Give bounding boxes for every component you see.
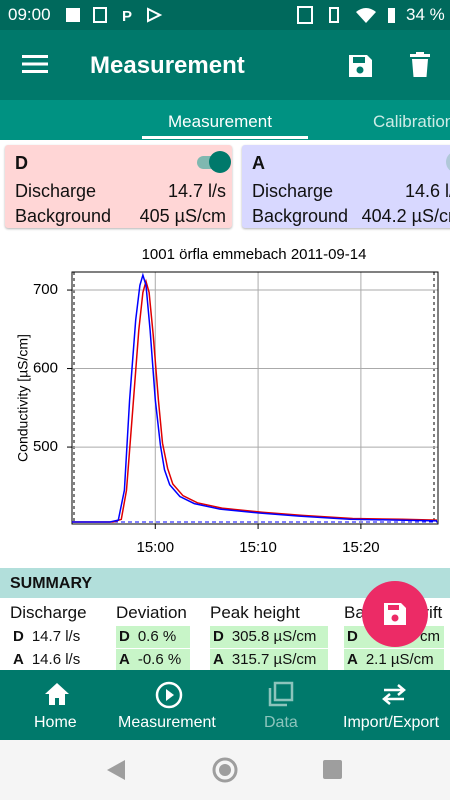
nav-item[interactable]: Data xyxy=(264,714,298,731)
card-row: Background 405 µS/cm xyxy=(15,206,226,228)
series-line xyxy=(72,278,438,523)
card-label: A xyxy=(252,153,265,173)
import-export-icon xyxy=(382,684,406,705)
summary-cell: D 305.8 µS/cm xyxy=(210,626,328,648)
column-header: Deviation xyxy=(116,603,187,622)
battery: 34 % xyxy=(406,5,445,24)
tab-indicator xyxy=(142,136,308,139)
cell-value: 305.8 µS/cm xyxy=(231,628,317,645)
svg-text:P: P xyxy=(122,8,132,23)
row-name: Discharge xyxy=(252,181,334,201)
row-value: 14.6 l/s xyxy=(404,181,450,201)
system-icons xyxy=(297,6,395,24)
summary-cell: D 0.6 % xyxy=(116,626,190,648)
cell-value: cm xyxy=(420,628,440,645)
card[interactable]: A Discharge 14.6 l/s Background 404.2 µS/c… xyxy=(242,145,450,228)
row-name: Discharge xyxy=(15,181,97,201)
app-title: Measurement xyxy=(90,52,245,79)
cell-value: -0.6 % xyxy=(137,651,182,668)
tab[interactable]: Calibration xyxy=(373,112,450,131)
x-tick-label: 15:10 xyxy=(239,539,277,556)
row-label: A xyxy=(13,651,24,668)
delete-button[interactable] xyxy=(409,52,431,78)
system-nav xyxy=(0,740,450,800)
row-value: 14.7 l/s xyxy=(167,181,226,201)
column-header: Peak height xyxy=(210,603,300,622)
column-header: Discharge xyxy=(10,603,87,622)
card-row: Discharge 14.7 l/s xyxy=(15,181,226,205)
x-tick-label: 15:20 xyxy=(342,539,380,556)
toggle[interactable] xyxy=(432,149,450,175)
data-icon xyxy=(268,681,294,707)
y-tick-label: 500 xyxy=(33,438,58,455)
nav-item[interactable]: Home xyxy=(34,714,77,731)
cell-value: 315.7 µS/cm xyxy=(231,651,317,668)
y-tick-label: 600 xyxy=(33,360,58,377)
tab[interactable]: Measurement xyxy=(168,112,272,131)
row-name: Background xyxy=(252,206,349,226)
summary-title: SUMMARY xyxy=(10,575,93,592)
series-line xyxy=(72,272,438,523)
home-icon xyxy=(45,683,69,705)
card-label: D xyxy=(15,153,28,173)
play-icon xyxy=(155,681,183,709)
plot-frame xyxy=(71,271,439,525)
system-nav-buttons xyxy=(107,757,342,783)
y-tick-label: 700 xyxy=(33,281,58,298)
home-button[interactable] xyxy=(212,757,238,783)
card-row: Background 404.2 µS/cm xyxy=(252,206,450,228)
nav-item[interactable]: Measurement xyxy=(118,714,216,731)
row-label: A xyxy=(119,651,130,668)
time: 09:00 xyxy=(8,5,51,24)
back-button[interactable] xyxy=(107,760,125,780)
home-dot xyxy=(219,764,231,776)
toggle[interactable] xyxy=(195,149,232,175)
chart: 1001 örfla emmebach 2011-09-14 Conductiv… xyxy=(15,246,439,556)
menu-button[interactable] xyxy=(22,54,48,74)
summary-cell: A -0.6 % xyxy=(116,649,190,671)
row-name: Background xyxy=(15,206,112,226)
cell-value: 14.6 l/s xyxy=(31,651,81,668)
card[interactable]: D Discharge 14.7 l/s Background 405 µS/cm xyxy=(5,145,232,228)
summary-cell: A 14.6 l/s xyxy=(10,649,106,671)
save-button[interactable] xyxy=(347,53,373,79)
row-label: D xyxy=(347,628,358,645)
summary-cell: A 2.1 µS/cm xyxy=(344,649,444,671)
row-label: A xyxy=(347,651,358,668)
row-value: 404.2 µS/cm xyxy=(361,206,450,226)
summary-cell: D 14.7 l/s xyxy=(10,626,106,648)
row-label: D xyxy=(119,628,130,645)
row-value: 405 µS/cm xyxy=(139,206,226,226)
row-label: A xyxy=(213,651,224,668)
cell-value: 2.1 µS/cm xyxy=(365,651,434,668)
fab-save[interactable] xyxy=(361,580,429,648)
nav-item[interactable]: Import/Export xyxy=(343,714,440,731)
bottom-nav: Home Measurement Data Import/Export xyxy=(0,670,450,740)
recents-button[interactable] xyxy=(323,760,342,779)
status-icons: P xyxy=(66,7,163,23)
cell-value: 0.6 % xyxy=(137,628,177,645)
summary-cell: A 315.7 µS/cm xyxy=(210,649,328,671)
row-label: D xyxy=(13,628,24,645)
tab-bar: Measurement Calibration xyxy=(0,100,450,140)
row-label: D xyxy=(213,628,224,645)
status-bar: 09:00 P 34 % xyxy=(0,0,450,30)
app-bar: Measurement xyxy=(0,30,450,100)
card-row: Discharge 14.6 l/s xyxy=(252,181,450,205)
x-tick-label: 15:00 xyxy=(137,539,175,556)
cell-value: 14.7 l/s xyxy=(31,628,81,645)
chart-title: 1001 örfla emmebach 2011-09-14 xyxy=(142,246,367,263)
y-axis-label: Conductivity [µS/cm] xyxy=(15,334,31,462)
